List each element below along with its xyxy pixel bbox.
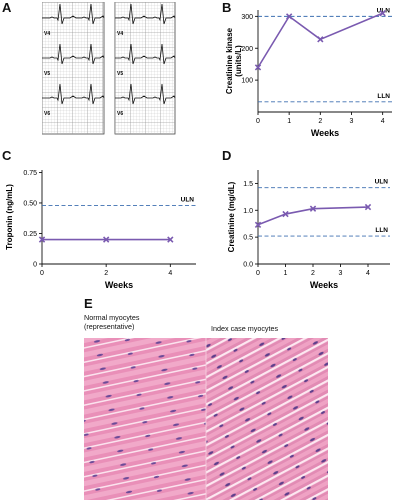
data-point bbox=[254, 64, 262, 71]
x-tick-label: 4 bbox=[168, 270, 172, 277]
y-tick-label: 1.5 bbox=[243, 181, 253, 188]
ecg-lead-label: V5 bbox=[44, 71, 50, 77]
data-point bbox=[103, 236, 110, 243]
panel-letter-a: A bbox=[2, 0, 12, 15]
data-point bbox=[167, 236, 174, 243]
y-axis-title: Creatinine (mg/dL) bbox=[227, 181, 236, 252]
data-point bbox=[285, 13, 293, 20]
x-tick-label: 1 bbox=[284, 270, 288, 277]
ecg-lead-label: V4 bbox=[117, 31, 123, 37]
creatinine-chart: 0 1 2 3 4 0.0 0.5 1.0 1.5 ULN LLN Weeks Creatinine (… bbox=[227, 170, 390, 290]
y-tick-label: 0.0 bbox=[243, 262, 253, 269]
histology-index-case bbox=[206, 338, 328, 500]
x-tick-label: 2 bbox=[104, 270, 108, 277]
panel-letter-d: D bbox=[222, 148, 232, 163]
x-tick-label: 2 bbox=[318, 118, 322, 125]
x-tick-label: 3 bbox=[339, 270, 343, 277]
data-point bbox=[309, 205, 317, 212]
ecg-strip-right: V4 V5 V6 bbox=[114, 2, 176, 135]
y-tick-label: 0.75 bbox=[23, 170, 37, 177]
ecg-lead-label: V6 bbox=[44, 111, 50, 117]
data-point bbox=[282, 210, 289, 218]
caption-index-case: Index case myocytes bbox=[211, 324, 279, 333]
reference-label-uln: ULN bbox=[375, 179, 389, 186]
series-line bbox=[257, 12, 383, 68]
x-tick-label: 2 bbox=[311, 270, 315, 277]
troponin-chart: 0 2 4 0 0.25 0.50 0.75 ULN Weeks Troponin (ng/mL) bbox=[5, 170, 196, 290]
x-tick-label: 0 bbox=[40, 270, 44, 277]
data-point bbox=[317, 36, 324, 43]
x-tick-label: 4 bbox=[366, 270, 370, 277]
ecg-lead-label: V5 bbox=[117, 71, 123, 77]
data-point bbox=[364, 203, 372, 211]
ecg-panel: V4 V5 V6 V4 V5 V6 bbox=[42, 2, 176, 135]
panel-letter-c: C bbox=[2, 148, 12, 163]
x-axis-title: Weeks bbox=[105, 280, 133, 290]
y-tick-label: 0.25 bbox=[23, 231, 37, 238]
data-point bbox=[254, 221, 262, 228]
y-axis-title: Creatinine kinase bbox=[225, 27, 234, 94]
ecg-trace bbox=[115, 3, 176, 25]
y-tick-label: 200 bbox=[241, 46, 253, 53]
x-tick-label: 3 bbox=[350, 118, 354, 125]
ecg-trace bbox=[42, 43, 105, 65]
x-tick-label: 4 bbox=[381, 118, 385, 125]
x-axis-title: Weeks bbox=[310, 280, 338, 290]
reference-label-uln: ULN bbox=[181, 196, 195, 203]
y-tick-label: 1.0 bbox=[243, 208, 253, 215]
reference-label-lln: LLN bbox=[375, 227, 388, 234]
ecg-lead-label: V4 bbox=[44, 31, 50, 37]
creatinine-kinase-chart: 0 1 2 3 4 100 200 300 ULN LLN Weeks Creatinine kina… bbox=[225, 7, 392, 138]
ecg-trace bbox=[42, 83, 105, 105]
y-tick-label: 0.5 bbox=[243, 235, 253, 242]
x-tick-label: 0 bbox=[256, 118, 260, 125]
x-axis-title: Weeks bbox=[311, 128, 339, 138]
data-point bbox=[38, 236, 46, 243]
ecg-trace bbox=[115, 43, 176, 65]
series-line bbox=[257, 206, 369, 226]
panel-letter-e: E bbox=[84, 296, 93, 311]
ecg-strip-left: V4 V5 V6 bbox=[42, 2, 105, 135]
caption-normal-myocytes: Normal myocytes (representative) bbox=[84, 313, 140, 331]
ecg-lead-label: V6 bbox=[117, 111, 123, 117]
y-axis-title: (units/L) bbox=[234, 45, 243, 77]
y-tick-label: 100 bbox=[241, 78, 253, 85]
y-tick-label: 300 bbox=[241, 14, 253, 21]
x-tick-label: 0 bbox=[256, 270, 260, 277]
ecg-trace bbox=[115, 83, 176, 105]
caption-normal-line2: (representative) bbox=[84, 321, 135, 331]
y-tick-label: 0 bbox=[33, 262, 37, 269]
y-tick-label: 0.50 bbox=[23, 200, 37, 207]
reference-label-uln: ULN bbox=[377, 7, 391, 14]
histology-images bbox=[84, 338, 328, 500]
y-axis-title: Troponin (ng/mL) bbox=[5, 184, 14, 250]
reference-label-lln: LLN bbox=[377, 93, 390, 100]
caption-normal-line1: Normal myocytes bbox=[84, 313, 140, 322]
ecg-trace bbox=[42, 3, 105, 25]
histology-normal bbox=[84, 338, 206, 500]
x-tick-label: 1 bbox=[287, 118, 291, 125]
data-point bbox=[379, 10, 386, 17]
panel-letter-b: B bbox=[222, 0, 232, 15]
